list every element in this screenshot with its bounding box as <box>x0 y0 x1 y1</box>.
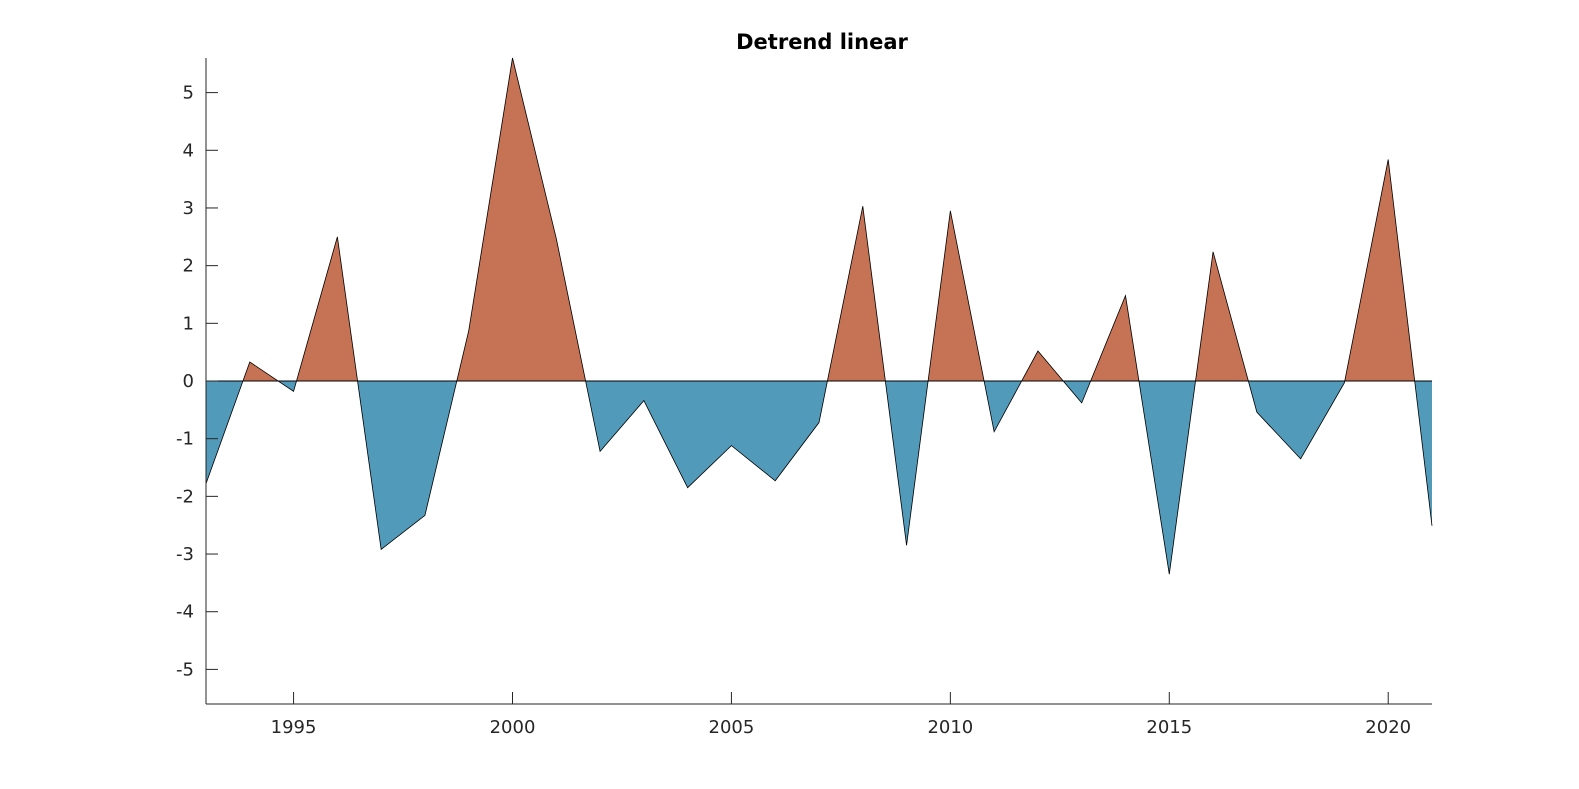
negative-area-14 <box>1138 381 1196 575</box>
x-tick-label-2005: 2005 <box>709 717 755 738</box>
y-axis-ticks: 5 4 3 2 1 0 -1 -2 -3 -4 -5 <box>176 83 218 680</box>
series-outline <box>205 57 1433 575</box>
x-tick-label-2010: 2010 <box>927 717 973 738</box>
y-tick-label--3: -3 <box>176 544 194 565</box>
y-tick-label--4: -4 <box>176 602 194 623</box>
positive-area-13 <box>1090 295 1139 381</box>
positive-area-17 <box>1344 159 1415 381</box>
y-tick-label--5: -5 <box>176 659 194 680</box>
y-tick-label-2: 2 <box>183 256 194 277</box>
chart-title: Detrend linear <box>736 30 908 54</box>
x-tick-label-1995: 1995 <box>271 717 317 738</box>
negative-area-6 <box>585 381 828 488</box>
x-tick-label-2015: 2015 <box>1146 717 1192 738</box>
positive-area-3 <box>296 236 358 381</box>
y-tick-label-3: 3 <box>183 198 194 219</box>
x-axis-ticks: 1995 2000 2005 2010 2015 2020 <box>271 692 1411 738</box>
x-tick-label-2000: 2000 <box>490 717 536 738</box>
x-tick-label-2020: 2020 <box>1365 717 1411 738</box>
negative-area-8 <box>885 381 929 546</box>
positive-area-9 <box>928 210 985 381</box>
y-tick-label--2: -2 <box>176 486 194 507</box>
positive-area-7 <box>827 206 886 381</box>
y-tick-label--1: -1 <box>176 429 194 450</box>
negative-area-10 <box>984 381 1022 432</box>
negative-area-2 <box>278 381 297 392</box>
positive-area-5 <box>456 58 586 381</box>
positive-area-15 <box>1195 251 1249 381</box>
y-tick-label-4: 4 <box>183 140 194 161</box>
y-tick-label-5: 5 <box>183 83 194 104</box>
y-tick-label-1: 1 <box>183 313 194 334</box>
negative-area-4 <box>357 381 457 550</box>
y-tick-label-0: 0 <box>183 371 194 392</box>
area-fills <box>206 58 1432 575</box>
series-line <box>205 57 1433 575</box>
negative-area-16 <box>1248 381 1345 459</box>
positive-area-1 <box>242 361 279 381</box>
positive-area-11 <box>1021 351 1064 381</box>
